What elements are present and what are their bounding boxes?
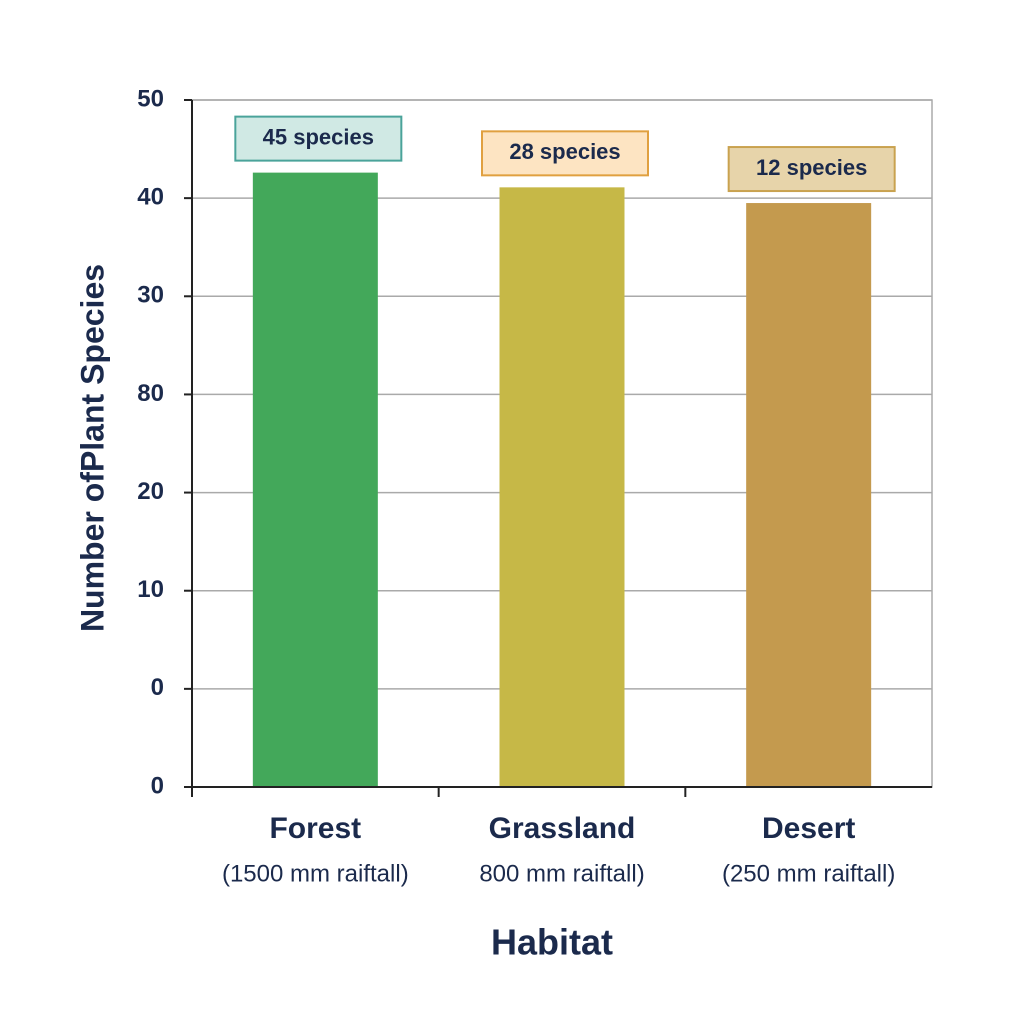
annotation: 45 species — [263, 124, 374, 149]
bar — [746, 203, 872, 788]
x-tick-note: (250 mm raiftall) — [722, 860, 895, 887]
y-tick-label: 50 — [137, 85, 164, 112]
y-tick-label: 80 — [137, 380, 164, 407]
y-axis-title: Number ofPlant Species — [74, 264, 110, 632]
y-tick-label: 10 — [137, 576, 164, 603]
x-tick-note: (1500 mm raiftall) — [222, 860, 409, 887]
bar — [252, 172, 378, 787]
x-tick-label: Forest — [269, 812, 361, 845]
y-tick-label: 0 — [151, 772, 164, 799]
y-tick-label: 30 — [137, 282, 164, 309]
annotation: 12 species — [756, 155, 867, 180]
y-tick-label: 40 — [137, 183, 164, 210]
x-tick-label: Desert — [762, 812, 855, 845]
x-tick-note: 800 mm raiftall) — [479, 860, 644, 887]
y-tick-label: 0 — [151, 674, 164, 701]
x-axis-title: Habitat — [491, 922, 613, 963]
annotation-box — [727, 146, 896, 193]
x-tick-label: Grassland — [489, 812, 636, 845]
annotation: 28 species — [509, 139, 620, 164]
bar — [499, 187, 625, 787]
annotation-box — [481, 130, 649, 177]
y-tick-label: 20 — [137, 478, 164, 505]
annotation-box — [234, 115, 403, 162]
